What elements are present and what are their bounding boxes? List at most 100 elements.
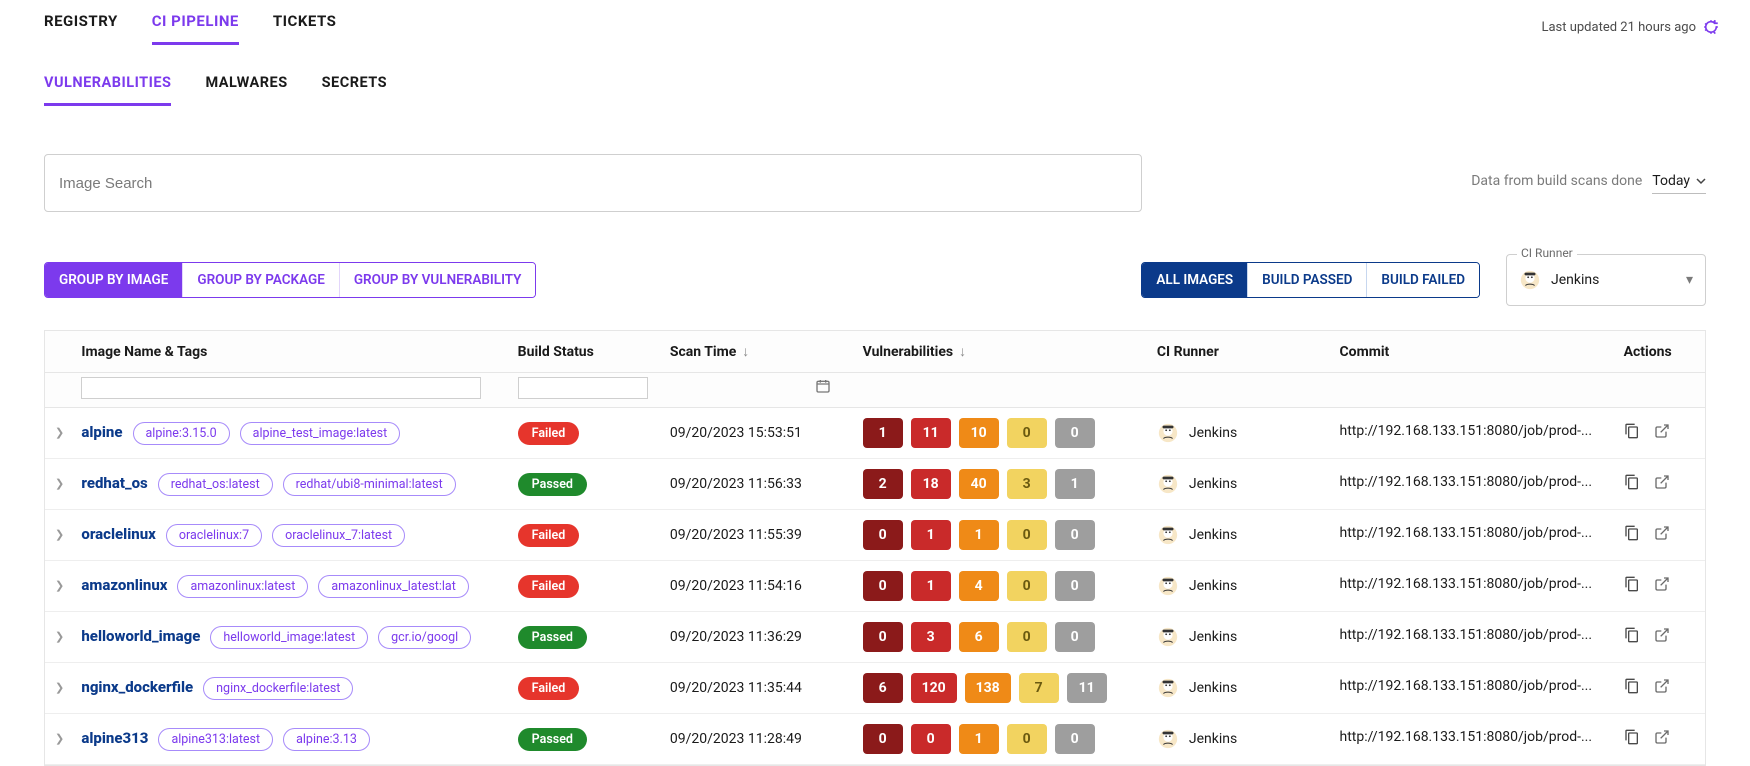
primary-tab-ci-pipeline[interactable]: CI PIPELINE bbox=[152, 12, 239, 45]
image-tag[interactable]: alpine:3.15.0 bbox=[133, 422, 230, 445]
open-external-icon[interactable] bbox=[1654, 474, 1670, 494]
image-tag[interactable]: amazonlinux_latest:lat bbox=[318, 575, 468, 598]
col-header-image[interactable]: Image Name & Tags bbox=[71, 331, 507, 373]
commit-link[interactable]: http://192.168.133.151:8080/job/prod-... bbox=[1340, 474, 1593, 490]
image-filter-option[interactable]: ALL IMAGES bbox=[1142, 263, 1248, 297]
primary-tabs: REGISTRY CI PIPELINE TICKETS bbox=[44, 0, 1706, 46]
ci-runner-name: Jenkins bbox=[1189, 680, 1237, 696]
open-external-icon[interactable] bbox=[1654, 678, 1670, 698]
image-name-link[interactable]: alpine bbox=[81, 423, 122, 441]
image-tag[interactable]: oraclelinux:7 bbox=[166, 524, 262, 547]
image-tag[interactable]: alpine:3.13 bbox=[283, 728, 370, 751]
severity-counts: 2184031 bbox=[863, 469, 1095, 499]
group-by-toggle: GROUP BY IMAGEGROUP BY PACKAGEGROUP BY V… bbox=[44, 262, 536, 298]
image-tag[interactable]: helloworld_image:latest bbox=[210, 626, 368, 649]
image-name-link[interactable]: oraclelinux bbox=[81, 525, 155, 543]
severity-count: 6 bbox=[959, 622, 999, 652]
col-header-commit[interactable]: Commit bbox=[1330, 331, 1614, 373]
jenkins-icon bbox=[1157, 626, 1179, 648]
build-status-badge: Failed bbox=[518, 422, 580, 445]
refresh-icon[interactable] bbox=[1702, 18, 1720, 36]
group-by-option[interactable]: GROUP BY VULNERABILITY bbox=[340, 263, 536, 297]
image-tag[interactable]: alpine313:latest bbox=[158, 728, 273, 751]
severity-counts: 00100 bbox=[863, 724, 1095, 754]
image-name-link[interactable]: nginx_dockerfile bbox=[81, 678, 193, 696]
secondary-tab-vulnerabilities[interactable]: VULNERABILITIES bbox=[44, 74, 171, 106]
col-header-build[interactable]: Build Status bbox=[508, 331, 660, 373]
col-header-actions: Actions bbox=[1614, 331, 1705, 373]
image-tag[interactable]: oraclelinux_7:latest bbox=[272, 524, 405, 547]
severity-count: 1 bbox=[911, 571, 951, 601]
col-header-vuln[interactable]: Vulnerabilities↓ bbox=[853, 331, 1147, 373]
commit-link[interactable]: http://192.168.133.151:8080/job/prod-... bbox=[1340, 729, 1593, 745]
image-tag[interactable]: gcr.io/googl bbox=[378, 626, 471, 649]
severity-count: 2 bbox=[863, 469, 903, 499]
severity-count: 0 bbox=[1055, 418, 1095, 448]
image-name-link[interactable]: helloworld_image bbox=[81, 627, 200, 645]
copy-icon[interactable] bbox=[1624, 423, 1640, 443]
scan-time: 09/20/2023 11:55:39 bbox=[660, 510, 853, 561]
image-tag[interactable]: alpine_test_image:latest bbox=[240, 422, 401, 445]
commit-link[interactable]: http://192.168.133.151:8080/job/prod-... bbox=[1340, 627, 1593, 643]
image-tag[interactable]: redhat/ubi8-minimal:latest bbox=[283, 473, 456, 496]
filter-image-input[interactable] bbox=[81, 377, 481, 399]
commit-link[interactable]: http://192.168.133.151:8080/job/prod-... bbox=[1340, 423, 1593, 439]
calendar-icon[interactable] bbox=[815, 378, 831, 394]
open-external-icon[interactable] bbox=[1654, 423, 1670, 443]
ci-runner-name: Jenkins bbox=[1189, 731, 1237, 747]
image-filter-option[interactable]: BUILD FAILED bbox=[1367, 263, 1479, 297]
image-search-box[interactable] bbox=[44, 154, 1142, 212]
open-external-icon[interactable] bbox=[1654, 627, 1670, 647]
severity-count: 0 bbox=[1055, 724, 1095, 754]
date-scope-select[interactable]: Today bbox=[1652, 173, 1706, 194]
copy-icon[interactable] bbox=[1624, 576, 1640, 596]
expand-row-icon[interactable]: ❯ bbox=[55, 426, 64, 439]
copy-icon[interactable] bbox=[1624, 678, 1640, 698]
ci-runner-select[interactable]: CI Runner Jenkins ▾ bbox=[1506, 254, 1706, 306]
open-external-icon[interactable] bbox=[1654, 576, 1670, 596]
severity-counts: 1111000 bbox=[863, 418, 1095, 448]
col-header-scan[interactable]: Scan Time↓ bbox=[660, 331, 853, 373]
col-header-runner[interactable]: CI Runner bbox=[1147, 331, 1330, 373]
open-external-icon[interactable] bbox=[1654, 525, 1670, 545]
primary-tab-registry[interactable]: REGISTRY bbox=[44, 12, 118, 45]
severity-count: 1 bbox=[863, 418, 903, 448]
commit-link[interactable]: http://192.168.133.151:8080/job/prod-... bbox=[1340, 525, 1593, 541]
image-search-input[interactable] bbox=[59, 175, 1127, 192]
image-tag[interactable]: redhat_os:latest bbox=[158, 473, 273, 496]
image-name-link[interactable]: alpine313 bbox=[81, 729, 148, 747]
expand-row-icon[interactable]: ❯ bbox=[55, 732, 64, 745]
image-tag[interactable]: amazonlinux:latest bbox=[177, 575, 308, 598]
image-filter-option[interactable]: BUILD PASSED bbox=[1248, 263, 1367, 297]
severity-count: 0 bbox=[1055, 520, 1095, 550]
sort-down-icon: ↓ bbox=[959, 344, 966, 360]
secondary-tab-malwares[interactable]: MALWARES bbox=[205, 74, 287, 106]
table-row: ❯ amazonlinux amazonlinux:latest amazonlinu… bbox=[45, 561, 1705, 612]
build-status-badge: Failed bbox=[518, 575, 580, 598]
copy-icon[interactable] bbox=[1624, 474, 1640, 494]
severity-count: 0 bbox=[1055, 571, 1095, 601]
expand-row-icon[interactable]: ❯ bbox=[55, 477, 64, 490]
commit-link[interactable]: http://192.168.133.151:8080/job/prod-... bbox=[1340, 678, 1593, 694]
secondary-tab-secrets[interactable]: SECRETS bbox=[322, 74, 387, 106]
image-name-link[interactable]: redhat_os bbox=[81, 474, 147, 492]
expand-row-icon[interactable]: ❯ bbox=[55, 579, 64, 592]
severity-count: 0 bbox=[1007, 622, 1047, 652]
group-by-option[interactable]: GROUP BY IMAGE bbox=[45, 263, 183, 297]
severity-counts: 01100 bbox=[863, 520, 1095, 550]
commit-link[interactable]: http://192.168.133.151:8080/job/prod-... bbox=[1340, 576, 1593, 592]
image-tag[interactable]: nginx_dockerfile:latest bbox=[203, 677, 353, 700]
primary-tab-tickets[interactable]: TICKETS bbox=[273, 12, 337, 45]
open-external-icon[interactable] bbox=[1654, 729, 1670, 749]
filter-build-input[interactable] bbox=[518, 377, 648, 399]
expand-row-icon[interactable]: ❯ bbox=[55, 630, 64, 643]
copy-icon[interactable] bbox=[1624, 525, 1640, 545]
table-row: ❯ helloworld_image helloworld_image:latest… bbox=[45, 612, 1705, 663]
copy-icon[interactable] bbox=[1624, 627, 1640, 647]
group-by-option[interactable]: GROUP BY PACKAGE bbox=[183, 263, 339, 297]
expand-row-icon[interactable]: ❯ bbox=[55, 681, 64, 694]
image-name-link[interactable]: amazonlinux bbox=[81, 576, 167, 594]
severity-count: 120 bbox=[911, 673, 957, 703]
expand-row-icon[interactable]: ❯ bbox=[55, 528, 64, 541]
copy-icon[interactable] bbox=[1624, 729, 1640, 749]
